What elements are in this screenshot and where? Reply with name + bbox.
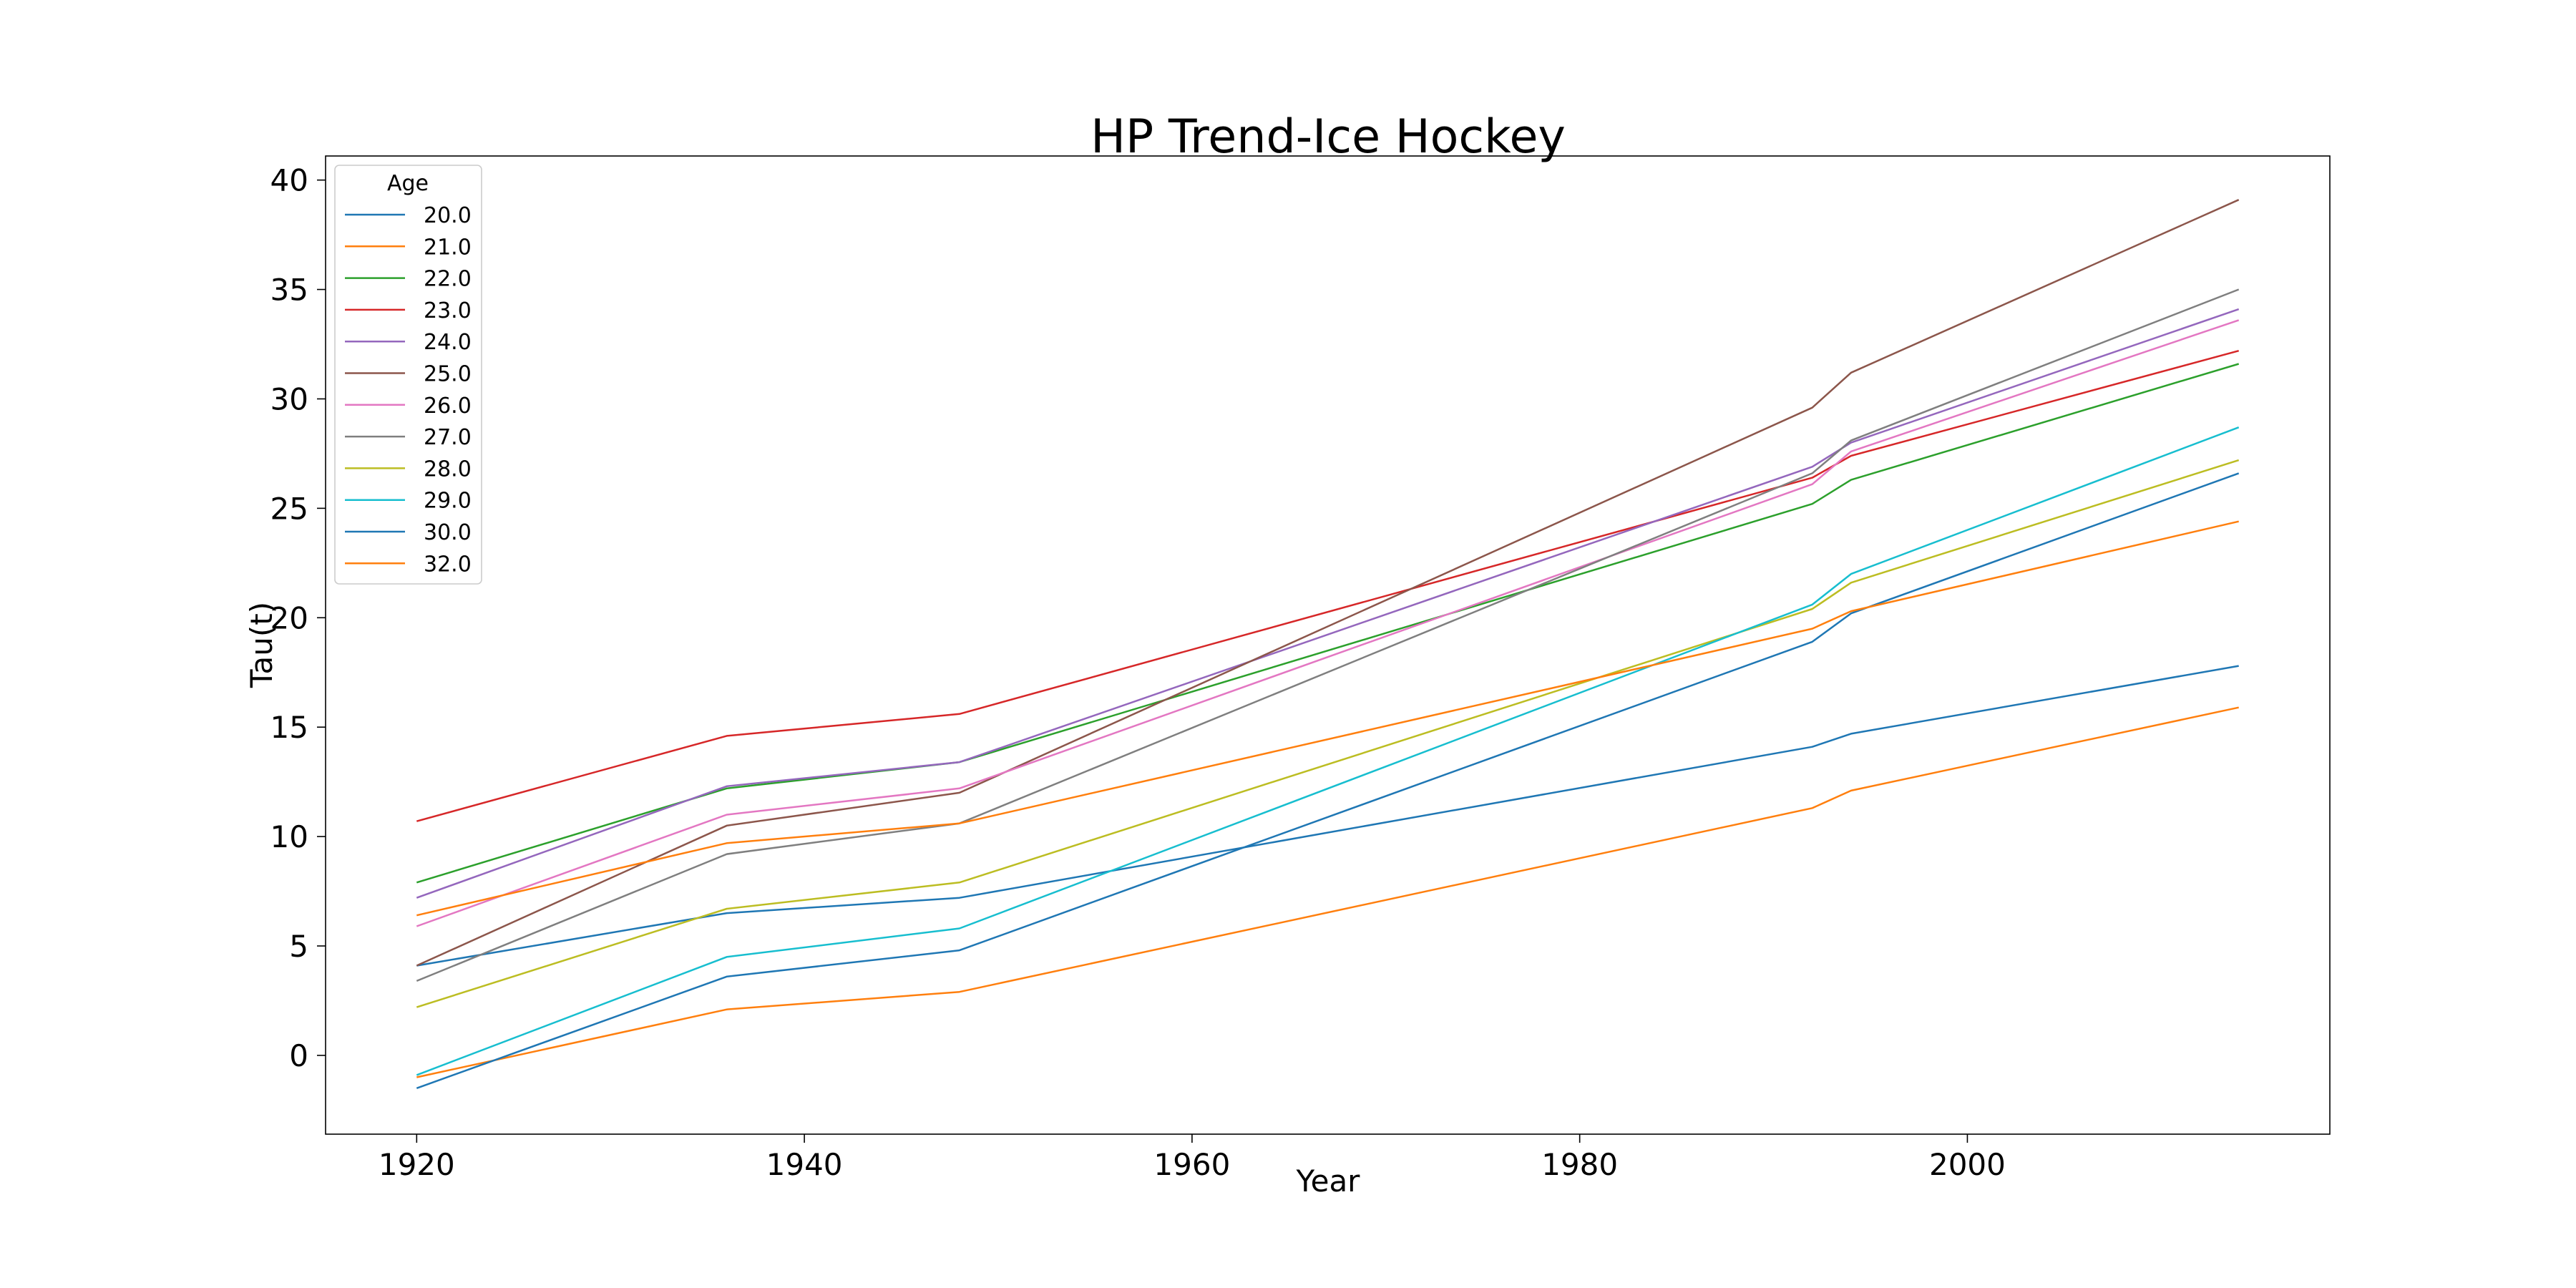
legend-label: 32.0 xyxy=(424,552,472,577)
series-line-20.0 xyxy=(416,665,2239,967)
series-line-29.0 xyxy=(416,426,2240,1076)
legend-label: 24.0 xyxy=(424,330,472,355)
y-tick-label: 30 xyxy=(270,381,308,416)
legend-title: Age xyxy=(387,171,429,196)
x-tick-label: 1980 xyxy=(1541,1147,1618,1182)
chart-title: HP Trend-Ice Hockey xyxy=(1091,110,1566,164)
x-tick-label: 2000 xyxy=(1929,1147,2006,1182)
legend-label: 21.0 xyxy=(424,235,472,260)
y-tick-label: 0 xyxy=(289,1038,308,1073)
y-tick-label: 5 xyxy=(289,929,308,964)
y-tick-label: 15 xyxy=(270,710,308,745)
x-tick-label: 1940 xyxy=(766,1147,843,1182)
legend-label: 23.0 xyxy=(424,298,472,323)
series-line-25.0 xyxy=(416,199,2240,967)
legend: Age 20.0 21.0 22.0 23.0 24.0 25.0 26.0 27.0 28.0… xyxy=(334,165,482,585)
series-line-26.0 xyxy=(416,319,2240,927)
x-tick-label: 1960 xyxy=(1153,1147,1230,1182)
series-line-24.0 xyxy=(416,308,2240,899)
legend-label: 27.0 xyxy=(424,425,472,450)
y-tick-label: 40 xyxy=(270,163,308,198)
legend-label: 22.0 xyxy=(424,267,472,292)
y-tick-label: 35 xyxy=(270,273,308,308)
legend-frame xyxy=(334,165,482,585)
x-axis: 1920 1940 1960 1980 2000 xyxy=(379,1134,2006,1182)
series-line-21.0 xyxy=(416,706,2239,1078)
series-line-22.0 xyxy=(416,363,2240,884)
legend-label: 26.0 xyxy=(424,394,472,419)
y-tick-label: 25 xyxy=(270,491,308,526)
legend-label: 25.0 xyxy=(424,362,472,387)
series-line-32.0 xyxy=(416,520,2239,917)
x-axis-label: Year xyxy=(1296,1163,1361,1199)
legend-label: 28.0 xyxy=(424,457,472,482)
series-lines xyxy=(416,199,2240,1089)
series-line-23.0 xyxy=(416,349,2240,822)
y-axis: 0 5 10 15 20 25 30 35 40 xyxy=(270,163,326,1073)
y-tick-label: 20 xyxy=(270,600,308,635)
legend-label: 20.0 xyxy=(424,203,472,228)
series-line-30.0 xyxy=(416,472,2240,1089)
series-line-27.0 xyxy=(416,288,2240,982)
series-line-28.0 xyxy=(416,459,2240,1008)
y-axis-label: Tau(t) xyxy=(244,602,279,688)
y-tick-label: 10 xyxy=(270,819,308,854)
x-tick-label: 1920 xyxy=(379,1147,455,1182)
legend-label: 29.0 xyxy=(424,489,472,514)
legend-label: 30.0 xyxy=(424,520,472,545)
plot-area-frame xyxy=(325,155,2331,1135)
